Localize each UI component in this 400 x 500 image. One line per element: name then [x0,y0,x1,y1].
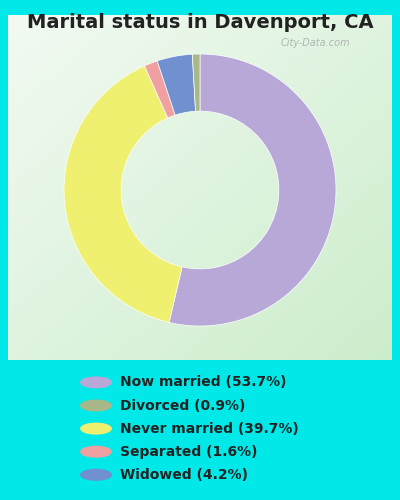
Text: Separated (1.6%): Separated (1.6%) [120,444,258,458]
Text: Now married (53.7%): Now married (53.7%) [120,376,286,390]
Wedge shape [157,54,196,115]
Wedge shape [64,66,182,322]
Text: Marital status in Davenport, CA: Marital status in Davenport, CA [27,12,373,32]
Wedge shape [192,54,200,111]
Circle shape [81,446,111,457]
Wedge shape [144,61,175,118]
Circle shape [81,424,111,434]
Circle shape [81,470,111,480]
Wedge shape [169,54,336,326]
Text: Divorced (0.9%): Divorced (0.9%) [120,398,245,412]
Circle shape [81,377,111,388]
Text: City-Data.com: City-Data.com [280,38,350,48]
Text: Never married (39.7%): Never married (39.7%) [120,422,299,436]
Circle shape [81,400,111,411]
Text: Widowed (4.2%): Widowed (4.2%) [120,468,248,482]
